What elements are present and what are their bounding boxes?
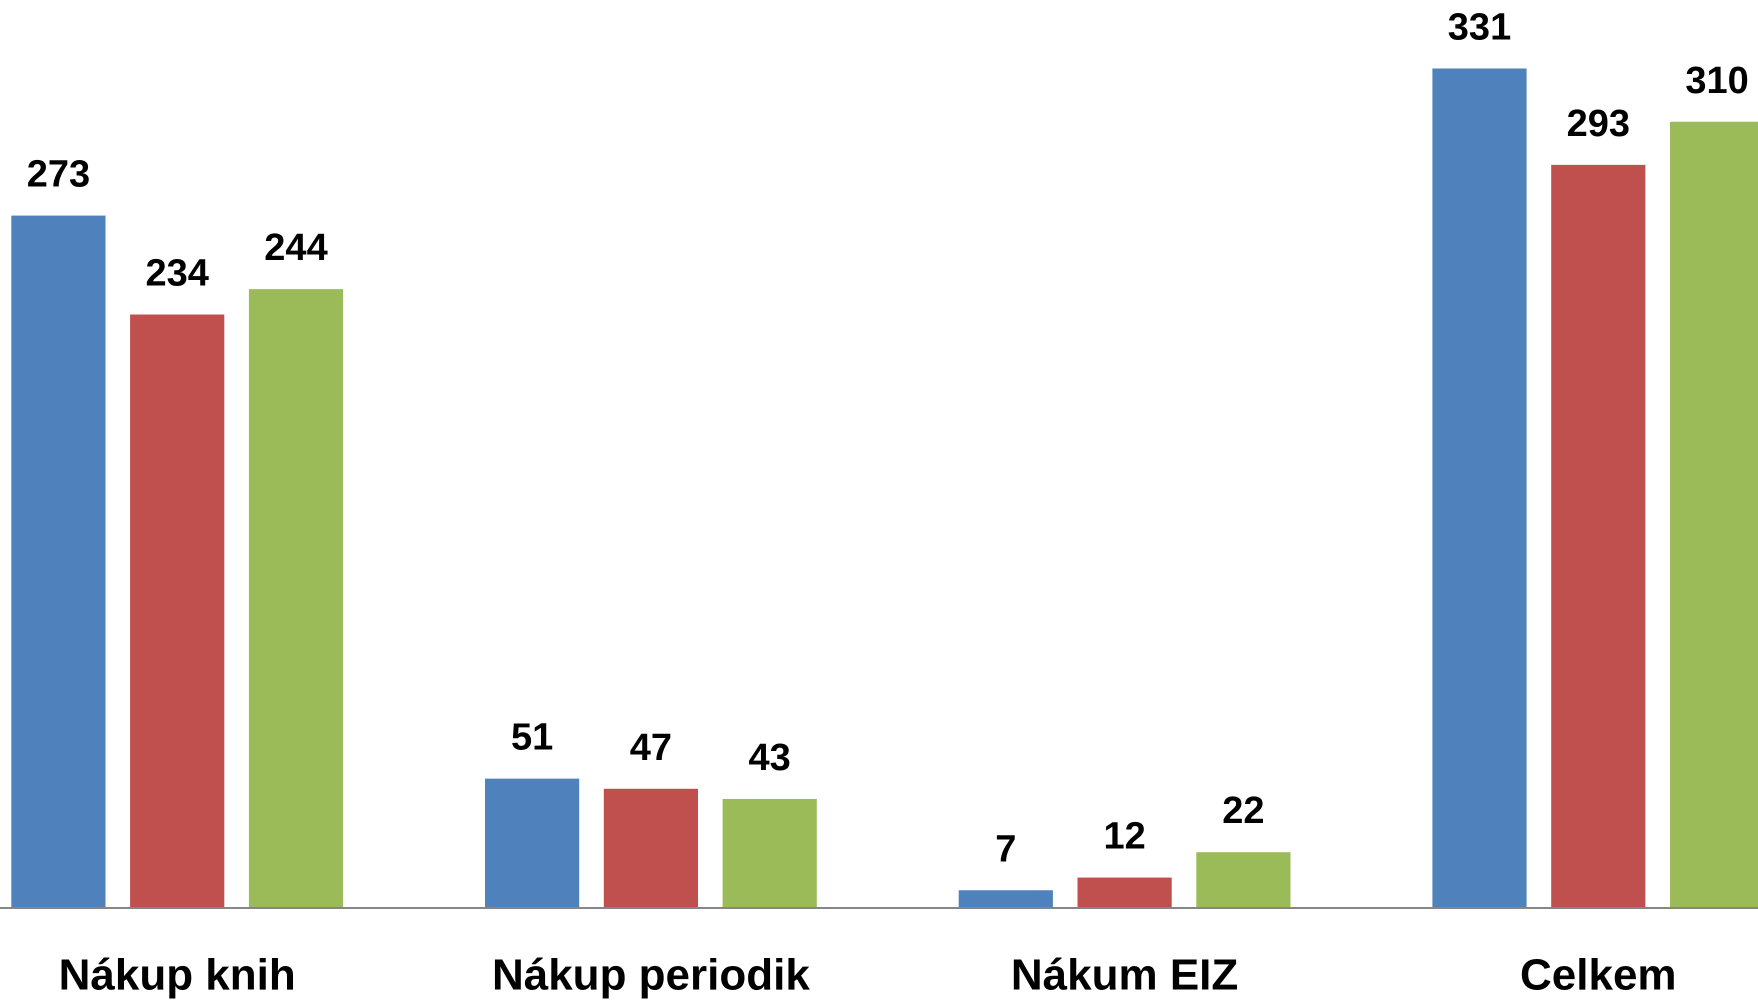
value-label: 273 [27,154,90,196]
bar [1196,852,1291,908]
bar [1670,121,1758,908]
value-label: 293 [1567,103,1630,145]
bar [958,890,1053,908]
value-label: 331 [1448,7,1511,49]
bar [1551,164,1646,908]
bar [11,215,106,908]
value-label: 244 [264,227,327,269]
bar [485,778,580,908]
value-label: 22 [1222,790,1264,832]
bar [722,798,817,908]
value-label: 234 [145,253,208,295]
x-tick-label: Celkem [1520,951,1677,1000]
x-tick-label: Nákup knih [59,951,296,1000]
value-label: 43 [749,737,791,779]
bar [1077,877,1172,908]
value-label: 12 [1103,816,1145,858]
value-label: 7 [995,828,1016,870]
bar [1432,68,1527,908]
x-tick-label: Nákum EIZ [1011,951,1238,1000]
bar [130,314,225,908]
x-tick-label: Nákup periodik [492,951,810,1000]
bar [248,289,344,909]
bar [603,788,698,908]
value-label: 310 [1685,60,1748,102]
value-label: 51 [511,717,553,759]
value-label: 47 [630,727,672,769]
